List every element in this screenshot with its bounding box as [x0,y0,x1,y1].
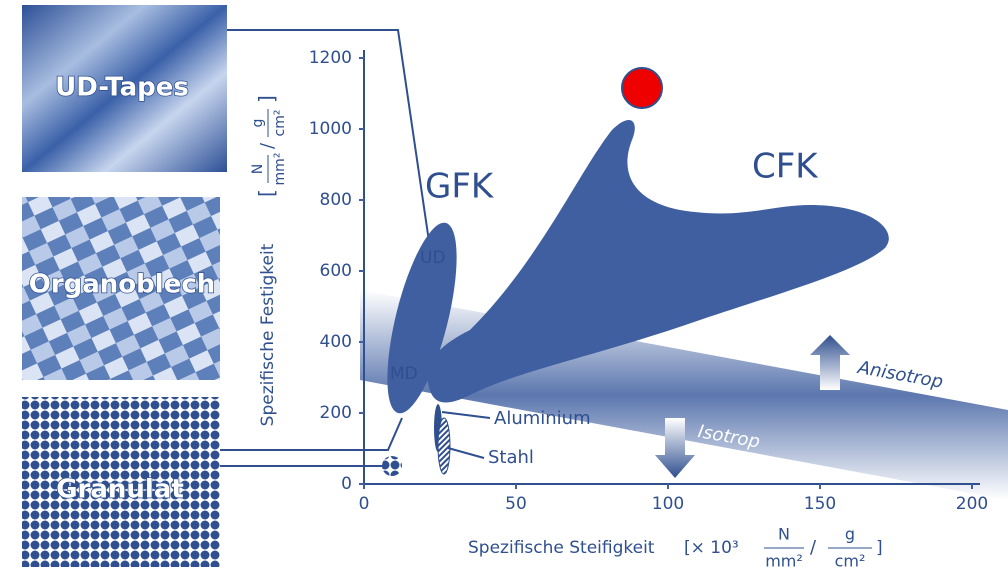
y-tick-label: 200 [320,403,352,423]
region-label: GFK [425,167,495,207]
unit-text: N [778,525,790,544]
x-tick-label: 150 [804,494,836,514]
unit-text: cm² [835,552,866,571]
arrow-down [655,418,695,478]
region-label: MD [390,364,418,384]
gfk-region [387,222,457,414]
unit-text: N [250,164,266,174]
unit-text: g [250,119,266,128]
leader-line [441,411,491,419]
unit-text: ] [876,538,883,558]
granulat-region [382,456,402,476]
y-tick-label: 1000 [309,119,352,139]
material-label: Granulat [56,475,184,505]
material-label: Organoblech [29,270,216,300]
region-label: CFK [752,147,819,187]
unit-text: mm² [765,552,803,571]
connector [227,29,433,263]
y-tick-label: 800 [320,190,352,210]
unit-text: / [257,142,278,149]
connector [220,417,403,451]
unit-text: [× 10³ [684,538,739,558]
unit-text: g [845,525,855,544]
y-tick-label: 1200 [309,48,352,68]
region-label: UD [420,248,446,268]
arrow-up [810,335,850,390]
granulat-image [22,397,220,567]
stahl-region [437,417,451,475]
x-tick-label: 100 [652,494,684,514]
region-label: Aluminium [494,408,591,429]
organoblech-image [22,197,220,380]
region-label: Stahl [488,447,534,468]
y-axis-title: Spezifische Festigkeit [ N mm² / g cm² ] [250,95,288,426]
unit-text: ] [255,95,279,103]
x-axis-title: Spezifische Steifigkeit [× 10³ N mm² / g… [468,525,883,571]
x-tick-label: 50 [505,494,527,514]
unit-text: mm² [272,153,288,186]
axis-label: Spezifische Festigkeit [258,243,278,426]
unit-text: / [810,537,817,558]
material-label: UD-Tapes [55,73,189,103]
leader-line [447,447,485,459]
highlight-point [621,67,663,109]
ud-tapes-image [22,5,227,172]
x-tick-label: 200 [956,494,988,514]
x-tick-label: 0 [359,494,370,514]
y-tick-label: 0 [341,474,352,494]
cfk-region [427,119,889,403]
unit-text: cm² [272,110,288,137]
y-tick-label: 600 [320,261,352,281]
axis-label: Spezifische Steifigkeit [468,538,655,558]
unit-text: [ [255,189,279,197]
y-tick-label: 400 [320,332,352,352]
